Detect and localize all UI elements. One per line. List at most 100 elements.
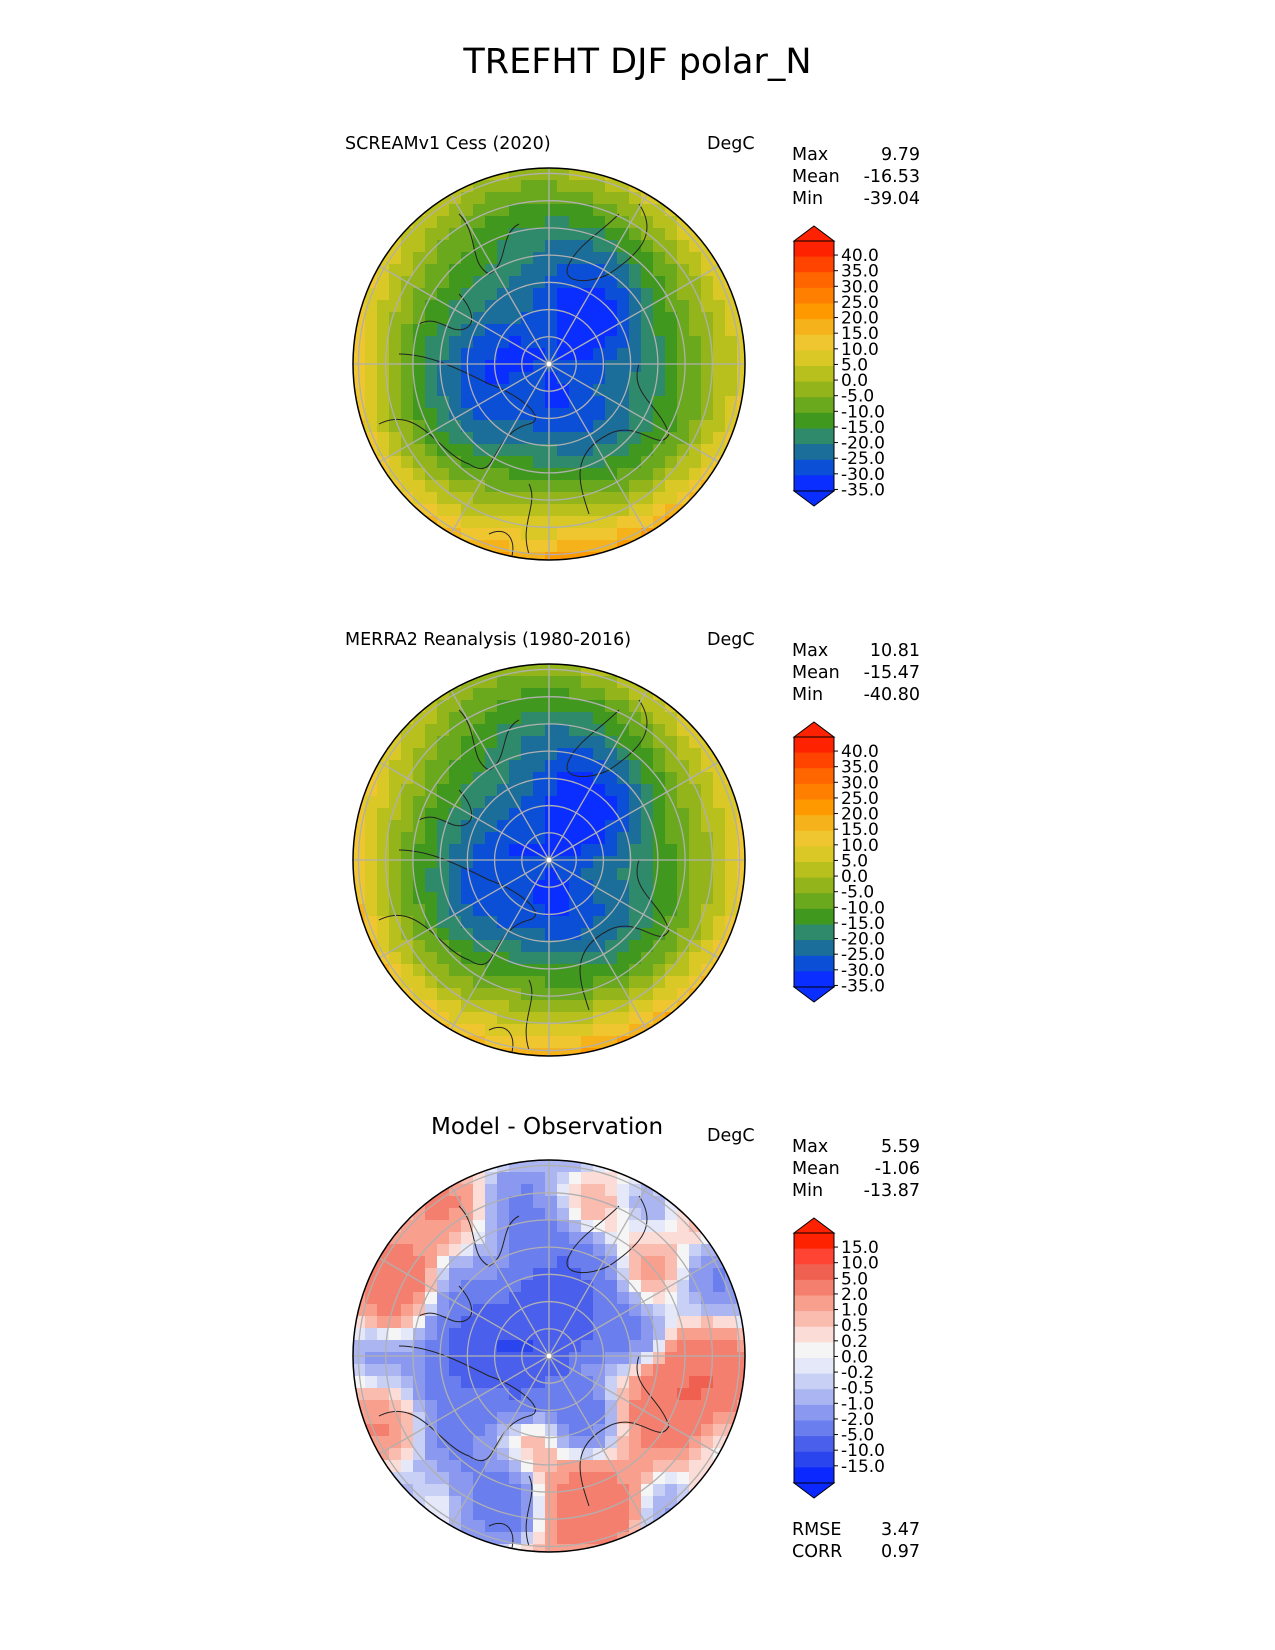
field-cell — [605, 528, 618, 541]
field-cell — [737, 300, 745, 313]
field-cell — [377, 1340, 390, 1353]
field-cell — [737, 384, 745, 397]
field-cell — [545, 724, 558, 737]
colorbar-bin — [794, 444, 834, 461]
field-cell — [605, 396, 618, 409]
field-cell — [737, 1352, 745, 1365]
field-cell — [377, 324, 390, 337]
field-cell — [617, 432, 630, 445]
field-cell — [377, 276, 390, 289]
field-cell — [653, 492, 666, 505]
field-cell — [485, 1544, 498, 1552]
meridian — [548, 363, 720, 463]
field-cell — [533, 748, 546, 761]
field-cell — [653, 1304, 666, 1317]
field-cell — [713, 796, 726, 809]
field-cell — [629, 336, 642, 349]
field-cell — [533, 516, 546, 529]
field-cell — [449, 420, 462, 433]
coastline — [579, 1355, 670, 1507]
colorbar-tick-label: 0.0 — [841, 371, 868, 391]
field-cell — [449, 396, 462, 409]
field-cell — [509, 192, 522, 205]
field-cell — [617, 504, 630, 517]
field-cell — [605, 976, 618, 989]
field-cell — [401, 504, 414, 517]
field-cell — [653, 748, 666, 761]
field-cell — [677, 1304, 690, 1317]
field-cell — [521, 276, 534, 289]
field-cell — [725, 832, 738, 845]
field-cell — [569, 1364, 582, 1377]
field-cell — [509, 348, 522, 361]
field-cell — [689, 1388, 702, 1401]
field-cell — [521, 1376, 534, 1389]
field-cell — [437, 348, 450, 361]
field-cell — [425, 1208, 438, 1221]
field-cell — [449, 940, 462, 953]
field-cell — [569, 676, 582, 689]
field-cell — [569, 1544, 582, 1552]
field-cell — [641, 276, 654, 289]
field-cell — [365, 396, 378, 409]
field-cell — [509, 1024, 522, 1037]
field-cell — [629, 1448, 642, 1461]
field-cell — [533, 1328, 546, 1341]
field-cell — [461, 1448, 474, 1461]
field-cell — [545, 228, 558, 241]
field-cell — [509, 180, 522, 193]
field-cell — [545, 1364, 558, 1377]
field-cell — [473, 480, 486, 493]
field-cell — [425, 300, 438, 313]
field-cell — [593, 1424, 606, 1437]
field-cell — [713, 1304, 726, 1317]
field-cell — [353, 1376, 366, 1389]
colorbar-bin — [794, 366, 834, 383]
field-cell — [653, 820, 666, 833]
field-cell — [473, 300, 486, 313]
field-cell — [569, 1328, 582, 1341]
field-cell — [641, 1208, 654, 1221]
field-cell — [461, 1388, 474, 1401]
field-cell — [557, 552, 570, 560]
field-cell — [509, 1316, 522, 1329]
colorbar-bin — [794, 768, 834, 785]
field-cell — [593, 736, 606, 749]
field-cell — [629, 372, 642, 385]
field-cell — [521, 952, 534, 965]
field-cell — [593, 1024, 606, 1037]
field-cell — [437, 1280, 450, 1293]
field-cell — [413, 976, 426, 989]
coastline — [566, 699, 648, 778]
field-cell — [425, 432, 438, 445]
field-cell — [365, 1388, 378, 1401]
field-cell — [593, 880, 606, 893]
field-cell — [629, 1436, 642, 1449]
field-cell — [713, 384, 726, 397]
field-cell — [449, 288, 462, 301]
field-cell — [653, 228, 666, 241]
colorbar-bin — [794, 397, 834, 414]
field-cell — [497, 976, 510, 989]
field-cell — [413, 1232, 426, 1245]
field-cell — [509, 324, 522, 337]
field-cell — [461, 1280, 474, 1293]
field-cell — [641, 372, 654, 385]
field-cell — [689, 1448, 702, 1461]
field-cell — [641, 796, 654, 809]
field-cell — [401, 820, 414, 833]
field-cell — [641, 952, 654, 965]
field-cell — [617, 1012, 630, 1025]
field-cell — [665, 228, 678, 241]
field-cell — [629, 1304, 642, 1317]
field-cell — [437, 408, 450, 421]
field-cell — [509, 516, 522, 529]
field-cell — [497, 712, 510, 725]
stat-max: Max 5.59 — [792, 1137, 920, 1157]
colorbar-bin — [794, 319, 834, 336]
field-cell — [437, 288, 450, 301]
field-cell — [401, 1304, 414, 1317]
field-cell — [569, 832, 582, 845]
field-cell — [581, 1172, 594, 1185]
field-cell — [473, 1484, 486, 1497]
